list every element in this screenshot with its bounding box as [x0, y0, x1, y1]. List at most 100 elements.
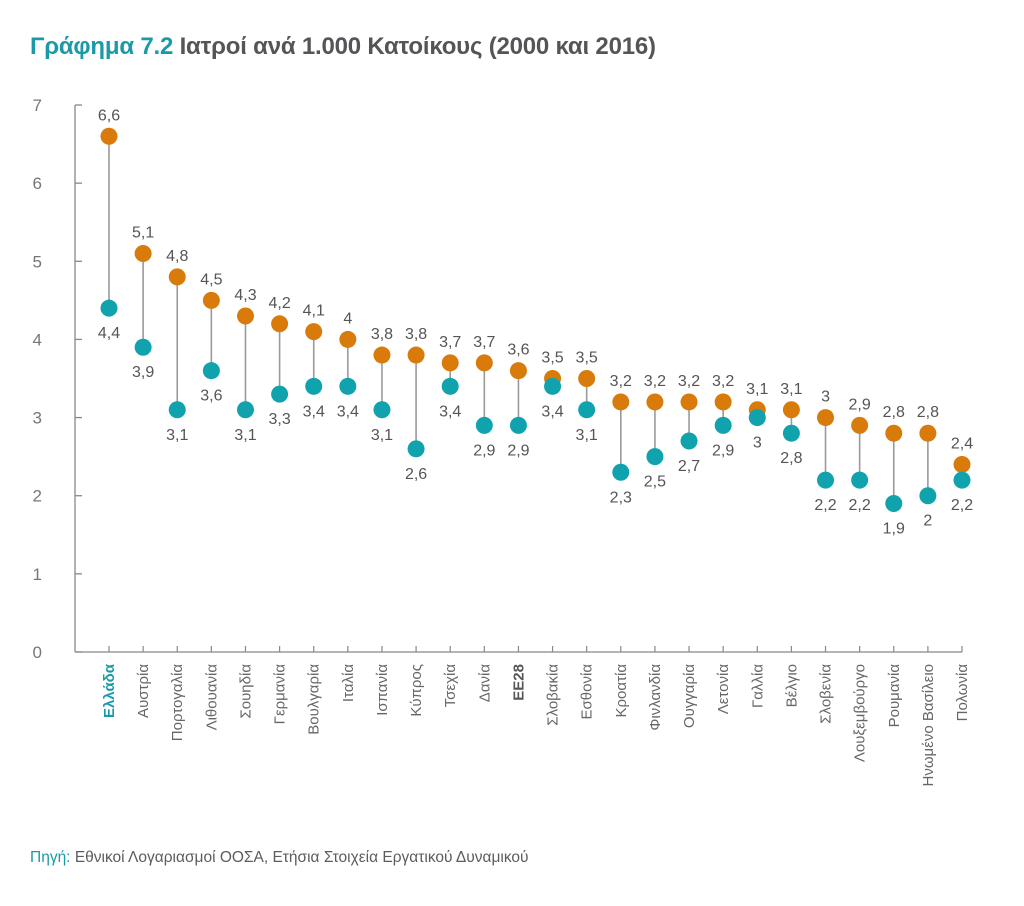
value-label-2016: 2,9 [849, 396, 871, 413]
category-label: Γερμανία [272, 664, 289, 725]
category-label: Λετονία [715, 664, 732, 715]
dots [100, 127, 971, 513]
category-label: Ηνωμένο Βασίλειο [920, 664, 937, 787]
category-label: Ελλάδα [101, 663, 118, 718]
dot-2000 [919, 487, 937, 505]
category-label: Ουγγαρία [681, 664, 698, 728]
category-label: Φινλανδία [647, 664, 664, 731]
value-label-2016: 4,3 [234, 287, 256, 304]
value-label-2016: 3,7 [473, 334, 495, 351]
value-label-2016: 4,1 [303, 303, 325, 320]
source-note: Πηγή: Εθνικοί Λογαριασμοί ΟΟΣΑ, Ετήσια Σ… [30, 849, 529, 867]
dot-2016 [782, 401, 800, 419]
dot-2016 [407, 346, 425, 364]
category-label: Βέλγιο [783, 664, 800, 707]
dot-2016 [441, 354, 459, 372]
value-label-2000: 3,9 [132, 364, 154, 381]
category-label: Πολωνία [954, 664, 971, 722]
y-tick-label: 5 [33, 252, 42, 271]
y-tick-label: 3 [33, 409, 42, 428]
category-label: Βουλγαρία [306, 664, 323, 735]
source-text: Εθνικοί Λογαριασμοί ΟΟΣΑ, Ετήσια Στοιχεί… [74, 849, 529, 866]
value-label-2016: 4 [343, 310, 352, 327]
dot-2016 [305, 323, 323, 341]
dot-2016 [578, 370, 596, 387]
axes: 0 1 2 3 4 5 6 7 [33, 96, 963, 662]
dot-2000 [646, 448, 664, 466]
value-label-2016: 2,8 [917, 404, 939, 421]
dot-2000 [202, 362, 220, 380]
dot-2000 [100, 299, 118, 317]
value-label-2000: 3,1 [371, 427, 393, 444]
y-tick-label: 6 [33, 174, 42, 193]
dot-2016 [919, 424, 937, 442]
value-label-2000: 3,1 [234, 427, 256, 444]
dot-2000 [168, 401, 186, 419]
dot-2016 [339, 330, 357, 348]
dot-2000 [782, 424, 800, 442]
dot-2000 [271, 385, 289, 403]
value-label-2016: 4,5 [200, 271, 222, 288]
chart-title-number: Γράφημα 7.2 [30, 33, 174, 60]
value-label-2000: 2,9 [712, 442, 734, 459]
value-label-2016: 3,1 [780, 381, 802, 398]
dot-2000 [134, 338, 152, 356]
value-label-2000: 3,4 [439, 403, 461, 420]
value-label-2000: 2,9 [473, 442, 495, 459]
dot-2016 [953, 455, 971, 473]
category-label: Ρουμανία [886, 664, 903, 728]
dot-2000 [373, 401, 391, 419]
category-labels: Ελλάδα Αυστρία Πορτογαλία Λιθουανία Σουηδία Γ… [101, 663, 971, 786]
value-label-2016: 3,1 [746, 381, 768, 398]
dot-2000 [817, 471, 835, 489]
value-label-2000: 3,3 [268, 411, 290, 428]
dot-2016 [475, 354, 493, 372]
dot-2000 [475, 416, 493, 434]
value-label-2016: 3,8 [371, 326, 393, 343]
value-label-2016: 4,8 [166, 248, 188, 265]
value-label-2000: 1,9 [883, 521, 905, 538]
value-label-2000: 2 [923, 513, 932, 530]
value-label-2000: 3,4 [303, 403, 325, 420]
dot-2000 [953, 471, 971, 489]
value-label-2000: 3,1 [576, 427, 598, 444]
category-label: Σουηδία [237, 664, 254, 719]
category-label: Κύπρος [408, 664, 425, 717]
dot-2000 [236, 401, 254, 419]
dot-2016 [714, 393, 732, 411]
value-label-2016: 3,2 [610, 373, 632, 390]
value-label-2016: 3,5 [541, 350, 563, 367]
value-label-2016: 4,2 [268, 295, 290, 312]
y-tick-label: 7 [33, 96, 42, 115]
dot-2016 [509, 362, 527, 380]
value-label-2016: 6,6 [98, 107, 120, 124]
dot-2000 [714, 416, 732, 434]
dot-2000 [748, 409, 766, 427]
category-label: Λουξεμβούργο [852, 664, 869, 762]
dot-2016 [680, 393, 698, 411]
y-tick-label: 1 [33, 565, 42, 584]
dot-2000 [885, 495, 903, 513]
value-label-2000: 3,4 [337, 403, 359, 420]
value-label-2000: 4,4 [98, 325, 120, 342]
category-label: Εσθονία [579, 664, 596, 720]
value-label-2016: 2,4 [951, 435, 973, 452]
dot-2000 [441, 377, 459, 395]
dot-2000 [339, 377, 357, 395]
dot-2016 [100, 127, 118, 145]
dot-2000 [578, 401, 596, 419]
dot-2016 [817, 409, 835, 427]
category-label: Γαλλία [749, 664, 766, 708]
value-label-2016: 3,2 [644, 373, 666, 390]
value-label-2000: 2,5 [644, 474, 666, 491]
connectors [108, 136, 963, 504]
value-label-2016: 3,2 [678, 373, 700, 390]
value-label-2000: 3,1 [166, 427, 188, 444]
value-label-2016: 3,2 [712, 373, 734, 390]
value-label-2016: 3,5 [576, 350, 598, 367]
value-label-2016: 2,8 [883, 404, 905, 421]
dot-2000 [305, 377, 323, 395]
category-label: Αυστρία [135, 664, 152, 718]
dot-2016 [851, 416, 869, 434]
